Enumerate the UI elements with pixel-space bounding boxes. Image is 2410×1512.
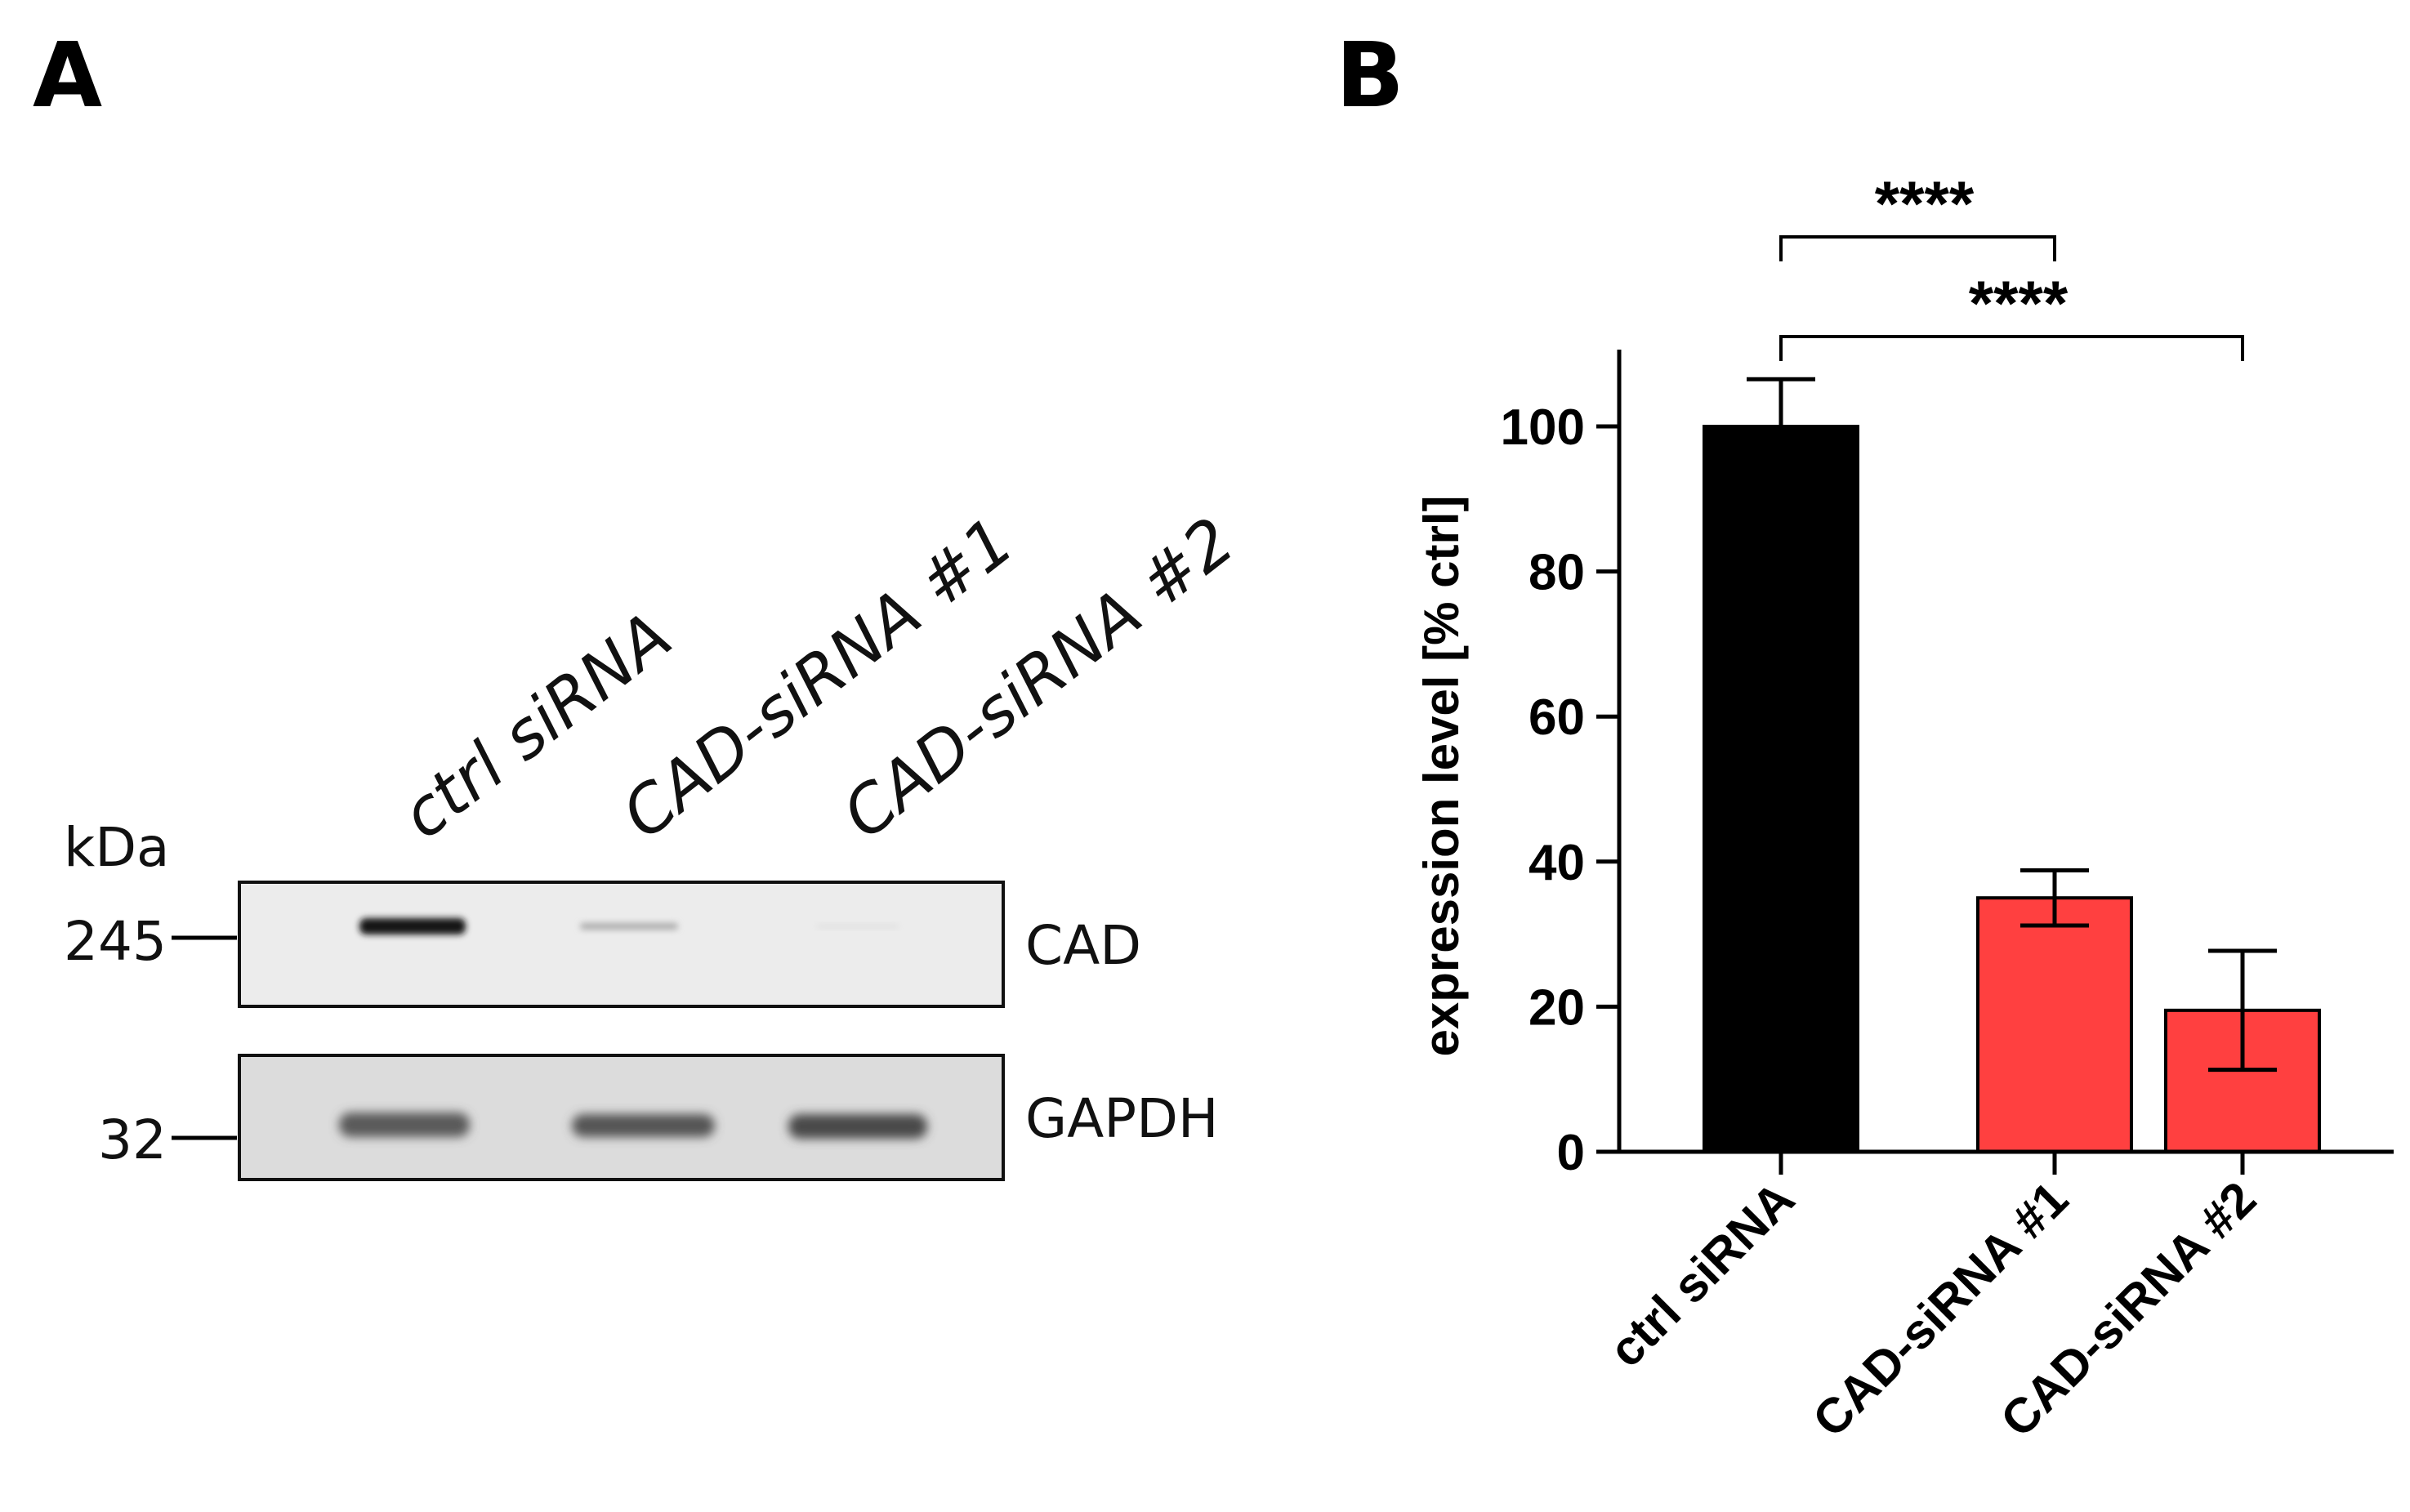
kda-unit-label: kDa	[64, 816, 170, 879]
cad-band-ctrl	[359, 918, 466, 934]
gapdh-band-ctrl	[339, 1113, 470, 1137]
significance-label-0: ****	[1875, 167, 1975, 239]
cad-blot	[238, 881, 1005, 1008]
significance-label-1: ****	[1969, 267, 2069, 339]
panel-b-letter: B	[1336, 23, 1404, 127]
significance-bracket-1	[1779, 335, 2244, 361]
y-tick-label-0: 0	[1557, 1125, 1585, 1181]
bar-0	[1703, 425, 1859, 1153]
y-tick-label-20: 20	[1529, 979, 1585, 1036]
y-tick-label-40: 40	[1529, 835, 1585, 891]
panel-a: A ctrl siRNA CAD-siRNA #1 CAD-siRNA #2 k…	[33, 23, 1248, 1181]
band-label-cad: CAD	[1025, 914, 1141, 977]
y-tick-label-100: 100	[1501, 399, 1585, 456]
x-tick-label-0: ctrl siRNA	[1599, 1171, 1805, 1377]
cad-band-cad-1	[580, 923, 678, 930]
y-tick-label-60: 60	[1529, 689, 1585, 746]
marker-32-label: 32	[98, 1108, 167, 1171]
lane-label-cad-1: CAD-siRNA #1	[608, 503, 1027, 854]
gapdh-band-cad-2	[788, 1114, 927, 1139]
y-axis-label: expression level [% ctrl]	[1414, 496, 1469, 1057]
marker-245-label: 245	[64, 910, 167, 973]
y-tick-label-80: 80	[1529, 545, 1585, 601]
panel-b: B expression level [% ctrl] 0 20 40 60 80 100…	[1336, 23, 2394, 1447]
cad-blot-frame	[238, 881, 1005, 1008]
cad-band-cad-2	[817, 925, 899, 928]
significance-bracket-0	[1779, 235, 2056, 261]
lane-label-cad-2: CAD-siRNA #2	[828, 503, 1247, 854]
panel-a-letter: A	[33, 23, 102, 127]
bar-1	[1976, 896, 2133, 1153]
gapdh-band-cad-1	[572, 1114, 715, 1137]
gapdh-blot	[238, 1054, 1005, 1181]
band-label-gapdh: GAPDH	[1025, 1087, 1219, 1150]
